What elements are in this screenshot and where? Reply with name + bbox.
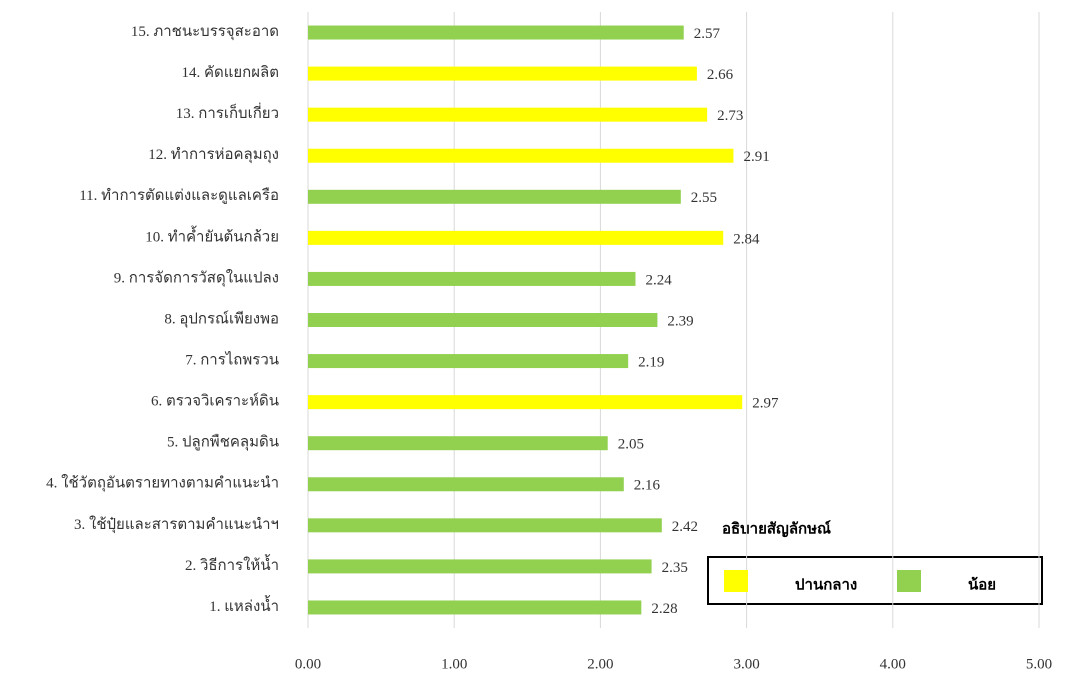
- bar: [308, 436, 608, 451]
- bar: [308, 189, 681, 204]
- bar: [308, 230, 724, 245]
- x-tick-label: 3.00: [733, 656, 759, 672]
- bar: [308, 559, 652, 574]
- y-tick-label: 14. คัดแยกผลิต: [181, 64, 279, 81]
- data-label: 2.73: [717, 108, 743, 124]
- y-tick-label: 11. ทำการตัดแต่งและดูแลเครือ: [79, 187, 279, 204]
- legend-swatch: [897, 570, 921, 592]
- x-tick-label: 0.00: [295, 656, 321, 672]
- y-tick-label: 12. ทำการห่อคลุมถุง: [148, 146, 279, 164]
- x-tick-label: 5.00: [1026, 656, 1052, 672]
- bar: [308, 477, 624, 492]
- legend-swatch: [724, 570, 748, 592]
- y-tick-label: 13. การเก็บเกี่ยว: [176, 102, 279, 122]
- y-tick-label: 15. ภาชนะบรรจุสะอาด: [131, 24, 279, 41]
- y-tick-label: 10. ทำค้ำยันต้นกล้วย: [145, 225, 279, 245]
- bar: [308, 271, 636, 286]
- y-tick-label: 9. การจัดการวัสดุในแปลง: [114, 268, 279, 287]
- y-tick-label: 2. วิธีการให้น้ำ: [185, 554, 279, 574]
- bar: [308, 518, 662, 533]
- bar: [308, 148, 734, 163]
- bar: [308, 313, 658, 327]
- x-tick-label: 2.00: [587, 656, 613, 672]
- data-label: 2.05: [618, 437, 644, 453]
- data-label: 2.57: [694, 26, 721, 42]
- y-tick-label: 8. อุปกรณ์เพียงพอ: [164, 310, 279, 328]
- data-label: 2.35: [662, 560, 688, 576]
- y-tick-label: 3. ใช้ปุ๋ยและสารตามคำแนะนำฯ: [74, 515, 279, 534]
- data-label: 2.19: [638, 355, 664, 371]
- y-tick-label: 5. ปลูกพืชคลุมดิน: [167, 434, 279, 452]
- data-label: 2.24: [645, 272, 672, 288]
- y-tick-label: 7. การไถพรวน: [185, 351, 279, 369]
- bar: [308, 66, 697, 81]
- data-label: 2.16: [634, 478, 661, 494]
- bar: [308, 395, 743, 410]
- legend-label: ปานกลาง: [795, 577, 857, 593]
- data-label: 2.66: [707, 67, 734, 83]
- legend-label: น้อย: [968, 576, 996, 593]
- data-label: 2.97: [752, 396, 779, 412]
- bar: [308, 25, 684, 40]
- x-tick-label: 4.00: [880, 656, 906, 672]
- y-tick-label: 4. ใช้วัตถุอันตรายทางตามคำแนะนำ: [46, 474, 279, 493]
- data-label: 2.55: [691, 190, 717, 206]
- legend-box: [707, 556, 1043, 605]
- data-label: 2.42: [672, 519, 698, 535]
- y-tick-label: 1. แหล่งน้ำ: [209, 595, 279, 615]
- data-label: 2.84: [733, 231, 760, 247]
- legend-title: อธิบายสัญลักษณ์: [722, 519, 831, 537]
- data-label: 2.39: [667, 313, 693, 329]
- bar: [308, 354, 629, 369]
- y-tick-label: 6. ตรวจวิเคราะห์ดิน: [151, 393, 279, 410]
- data-label: 2.28: [651, 601, 677, 617]
- x-tick-label: 1.00: [441, 656, 467, 672]
- bar: [308, 600, 642, 615]
- bar: [308, 107, 708, 122]
- data-label: 2.91: [743, 149, 769, 165]
